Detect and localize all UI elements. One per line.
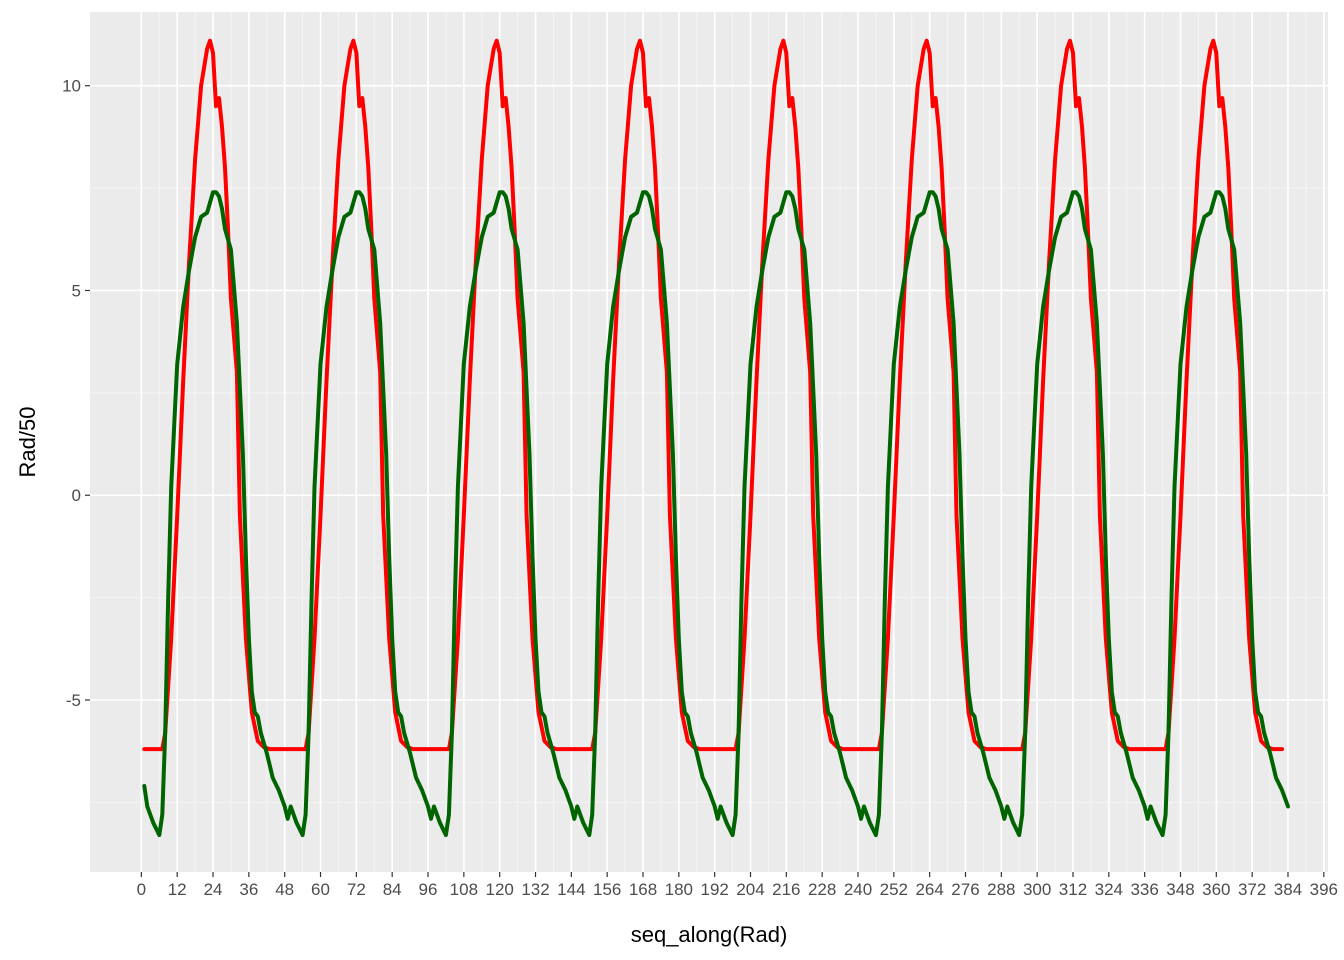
minor-gridlines (90, 12, 1328, 872)
x-tick-label: 120 (485, 880, 513, 899)
x-tick-label: 0 (137, 880, 146, 899)
x-tick-label: 372 (1238, 880, 1266, 899)
x-tick-label: 12 (168, 880, 187, 899)
x-tick-label: 360 (1202, 880, 1230, 899)
x-tick-label: 336 (1130, 880, 1158, 899)
x-tick-label: 396 (1310, 880, 1338, 899)
x-tick-label: 348 (1166, 880, 1194, 899)
x-tick-label: 264 (915, 880, 943, 899)
x-axis-ticks: 0 12 24 36 48 60 72 84 96 108 120 132 144 156 168 180 19… (137, 872, 1338, 899)
x-tick-label: 168 (629, 880, 657, 899)
x-tick-label: 144 (557, 880, 585, 899)
x-tick-label: 72 (347, 880, 366, 899)
x-tick-label: 204 (736, 880, 764, 899)
y-tick-label: 10 (62, 77, 81, 96)
x-tick-label: 60 (311, 880, 330, 899)
x-tick-label: 300 (1023, 880, 1051, 899)
x-tick-label: 228 (808, 880, 836, 899)
y-tick-label: -5 (66, 691, 81, 710)
plot-panel (90, 12, 1328, 872)
x-tick-label: 192 (700, 880, 728, 899)
major-gridlines (90, 12, 1328, 872)
x-tick-label: 48 (275, 880, 294, 899)
x-tick-label: 84 (383, 880, 402, 899)
y-axis-ticks: -5 0 5 10 (62, 77, 90, 710)
x-tick-label: 276 (951, 880, 979, 899)
x-tick-label: 288 (987, 880, 1015, 899)
x-tick-label: 24 (204, 880, 223, 899)
x-tick-label: 216 (772, 880, 800, 899)
x-tick-label: 312 (1059, 880, 1087, 899)
x-tick-label: 180 (665, 880, 693, 899)
x-tick-label: 156 (593, 880, 621, 899)
x-tick-label: 108 (450, 880, 478, 899)
x-tick-label: 36 (239, 880, 258, 899)
series-line-2 (142, 190, 1290, 838)
y-tick-label: 5 (72, 281, 81, 300)
x-tick-label: 132 (521, 880, 549, 899)
x-axis-title: seq_along(Rad) (631, 922, 788, 947)
y-tick-label: 0 (72, 486, 81, 505)
x-tick-label: 240 (844, 880, 872, 899)
series-line-1 (142, 38, 1284, 752)
x-tick-label: 324 (1095, 880, 1123, 899)
series-layer (142, 38, 1290, 838)
x-tick-label: 384 (1274, 880, 1302, 899)
x-tick-label: 252 (880, 880, 908, 899)
y-axis-title: Rad/50 (15, 407, 40, 478)
x-tick-label: 96 (419, 880, 438, 899)
